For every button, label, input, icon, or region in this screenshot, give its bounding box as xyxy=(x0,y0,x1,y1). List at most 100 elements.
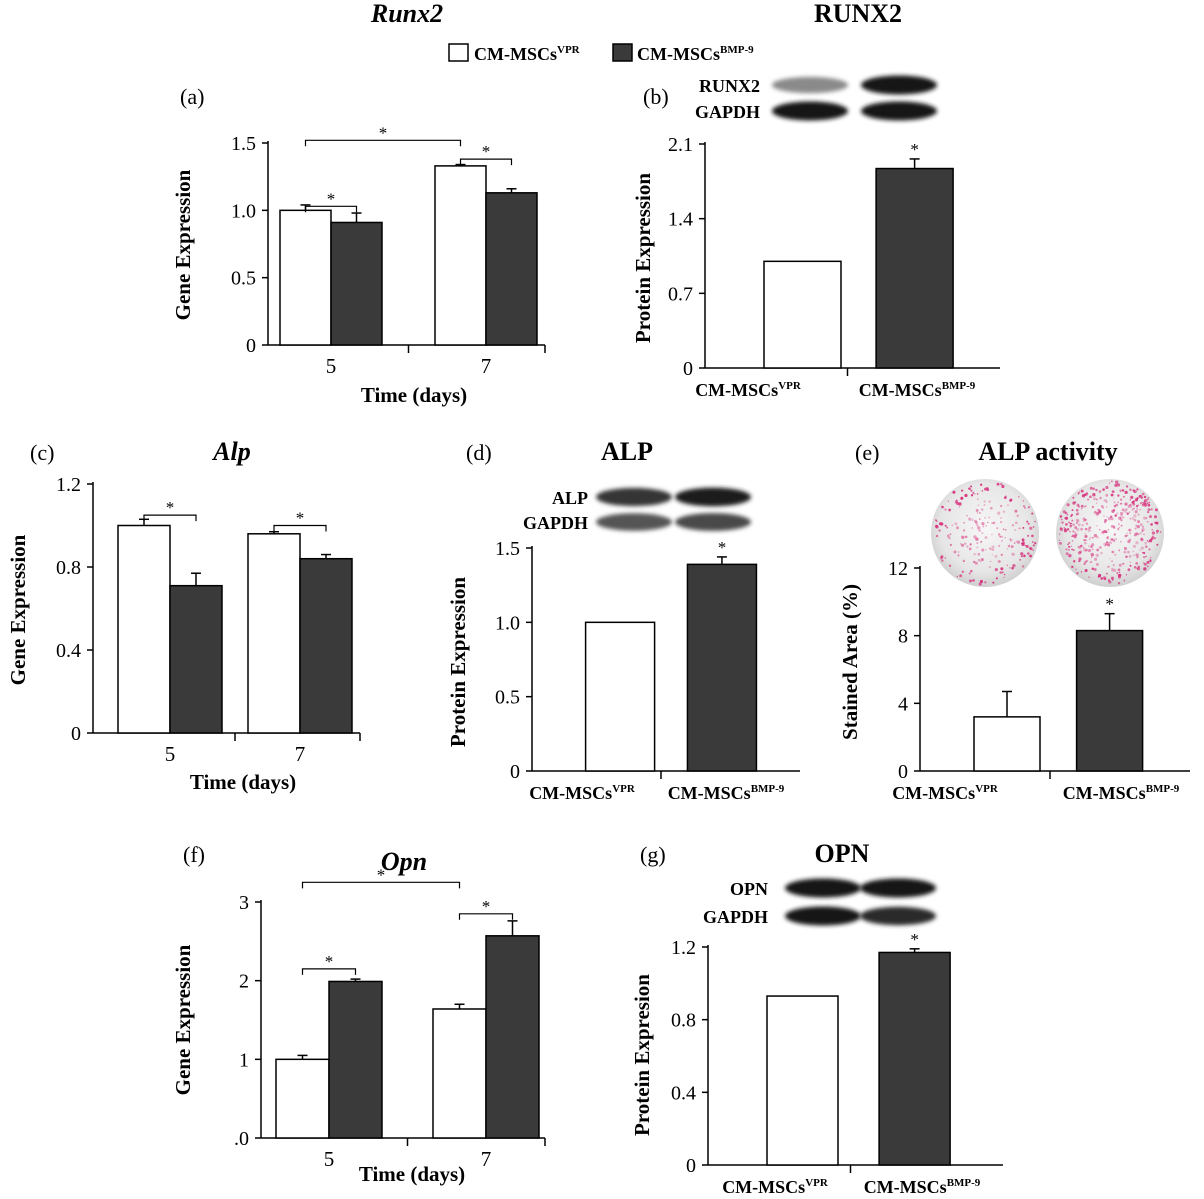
stain-speck xyxy=(1133,534,1136,537)
stain-speck xyxy=(971,519,974,521)
stain-speck xyxy=(1011,552,1015,556)
stain-speck xyxy=(1147,498,1150,501)
bar-treated-5 xyxy=(169,584,223,734)
stain-speck xyxy=(1058,533,1061,535)
stain-speck xyxy=(969,543,972,546)
stain-speck xyxy=(1105,572,1108,575)
stain-speck xyxy=(1144,498,1148,503)
stain-speck xyxy=(1141,525,1145,528)
y-tick-label: 0.4 xyxy=(671,1082,696,1104)
x-tick-label-bmp9: CM-MSCsBMP-9 xyxy=(668,783,785,803)
stain-speck xyxy=(991,548,995,551)
stain-speck xyxy=(964,493,968,498)
bar-treated-5 xyxy=(330,221,383,346)
stain-speck xyxy=(1070,513,1074,516)
stain-speck xyxy=(1088,576,1090,578)
stain-speck xyxy=(978,511,981,514)
stain-speck xyxy=(1001,539,1004,542)
stain-speck xyxy=(1128,554,1132,558)
x-tick-label-vpr-sup: VPR xyxy=(805,1177,829,1189)
stain-speck xyxy=(1108,482,1111,484)
x-axis-label: Time (days) xyxy=(190,770,296,794)
significance-bracket xyxy=(273,524,327,532)
bar-vpr xyxy=(766,995,839,1166)
significance-star: * xyxy=(1105,595,1114,614)
stain-speck xyxy=(1154,537,1157,540)
stain-speck xyxy=(1032,541,1034,543)
stain-speck xyxy=(1136,556,1139,559)
x-tick-label-bmp9-sup: BMP-9 xyxy=(942,380,976,392)
bar-treated-7 xyxy=(485,935,540,1139)
stain-speck xyxy=(1091,567,1095,570)
stain-speck xyxy=(1139,532,1142,535)
y-tick-label: 0 xyxy=(686,1155,696,1177)
stain-speck xyxy=(1093,568,1097,571)
stain-speck xyxy=(1077,505,1080,508)
blot-row-label: GAPDH xyxy=(523,513,588,533)
stain-speck xyxy=(1147,511,1150,514)
stain-speck xyxy=(987,521,989,524)
stain-speck xyxy=(1112,508,1116,512)
stain-speck xyxy=(983,503,986,506)
stain-speck xyxy=(1100,551,1103,555)
stain-speck xyxy=(941,505,944,509)
stain-speck xyxy=(1099,497,1102,500)
y-axis-label: Protein Expression xyxy=(631,173,655,343)
stain-speck xyxy=(1022,500,1024,502)
stain-speck xyxy=(1103,542,1106,546)
x-tick-label-vpr-sup: VPR xyxy=(778,380,802,392)
legend: CM-MSCsVPR CM-MSCsBMP-9 xyxy=(448,43,754,64)
x-tick-label-bmp9-sup: BMP-9 xyxy=(947,1177,981,1189)
stain-speck xyxy=(941,559,944,562)
panel-title: RUNX2 xyxy=(814,0,902,28)
stain-speck xyxy=(1080,504,1084,508)
stain-speck xyxy=(1076,512,1080,516)
legend-label-bmp9: CM-MSCsBMP-9 xyxy=(637,44,754,64)
stain-speck xyxy=(970,485,973,488)
stain-speck xyxy=(1024,507,1026,509)
stain-speck xyxy=(1027,522,1030,525)
blot-row-label: GAPDH xyxy=(703,907,768,927)
stain-speck xyxy=(1117,494,1120,497)
stain-speck xyxy=(1133,514,1137,518)
stain-speck xyxy=(1150,537,1154,540)
stain-speck xyxy=(1092,497,1097,501)
stain-speck xyxy=(1090,556,1093,558)
stain-speck xyxy=(1113,568,1117,572)
stain-speck xyxy=(959,574,963,578)
stain-speck xyxy=(984,536,988,539)
significance-bracket xyxy=(459,158,513,166)
stain-speck xyxy=(1032,544,1035,547)
stain-speck xyxy=(1080,508,1083,510)
panel-f-opn-gene: Opn (f) Gene Expression Time (days) .0 1 2 3 5 7 *… xyxy=(171,842,546,1186)
stain-speck xyxy=(1125,485,1129,488)
stain-speck xyxy=(1073,560,1076,563)
stain-speck xyxy=(1095,563,1099,567)
stain-speck xyxy=(1147,541,1150,543)
stain-speck xyxy=(1100,577,1103,580)
stain-speck xyxy=(1154,508,1158,512)
stain-speck xyxy=(1098,528,1101,531)
stain-speck xyxy=(972,518,974,520)
stain-speck xyxy=(1117,501,1119,503)
stain-speck xyxy=(981,508,984,511)
stain-speck xyxy=(1129,561,1131,563)
stain-speck xyxy=(1014,529,1016,531)
stain-speck xyxy=(1119,502,1122,505)
stain-speck xyxy=(962,559,966,563)
stain-speck xyxy=(1142,516,1147,520)
stain-speck xyxy=(1021,565,1025,568)
stain-speck xyxy=(1132,550,1135,553)
stain-speck xyxy=(944,557,946,559)
stain-speck xyxy=(1089,561,1092,564)
blot-band xyxy=(596,487,672,507)
stain-speck xyxy=(1066,528,1070,531)
y-axis-label: Gene Expression xyxy=(171,944,195,1095)
bar-bmp9 xyxy=(878,951,951,1166)
stain-speck xyxy=(1137,513,1140,516)
stain-speck xyxy=(1010,545,1014,549)
stain-speck xyxy=(1084,527,1088,531)
stain-speck xyxy=(1146,502,1149,505)
stain-speck xyxy=(1105,506,1108,508)
stain-speck xyxy=(962,560,965,563)
